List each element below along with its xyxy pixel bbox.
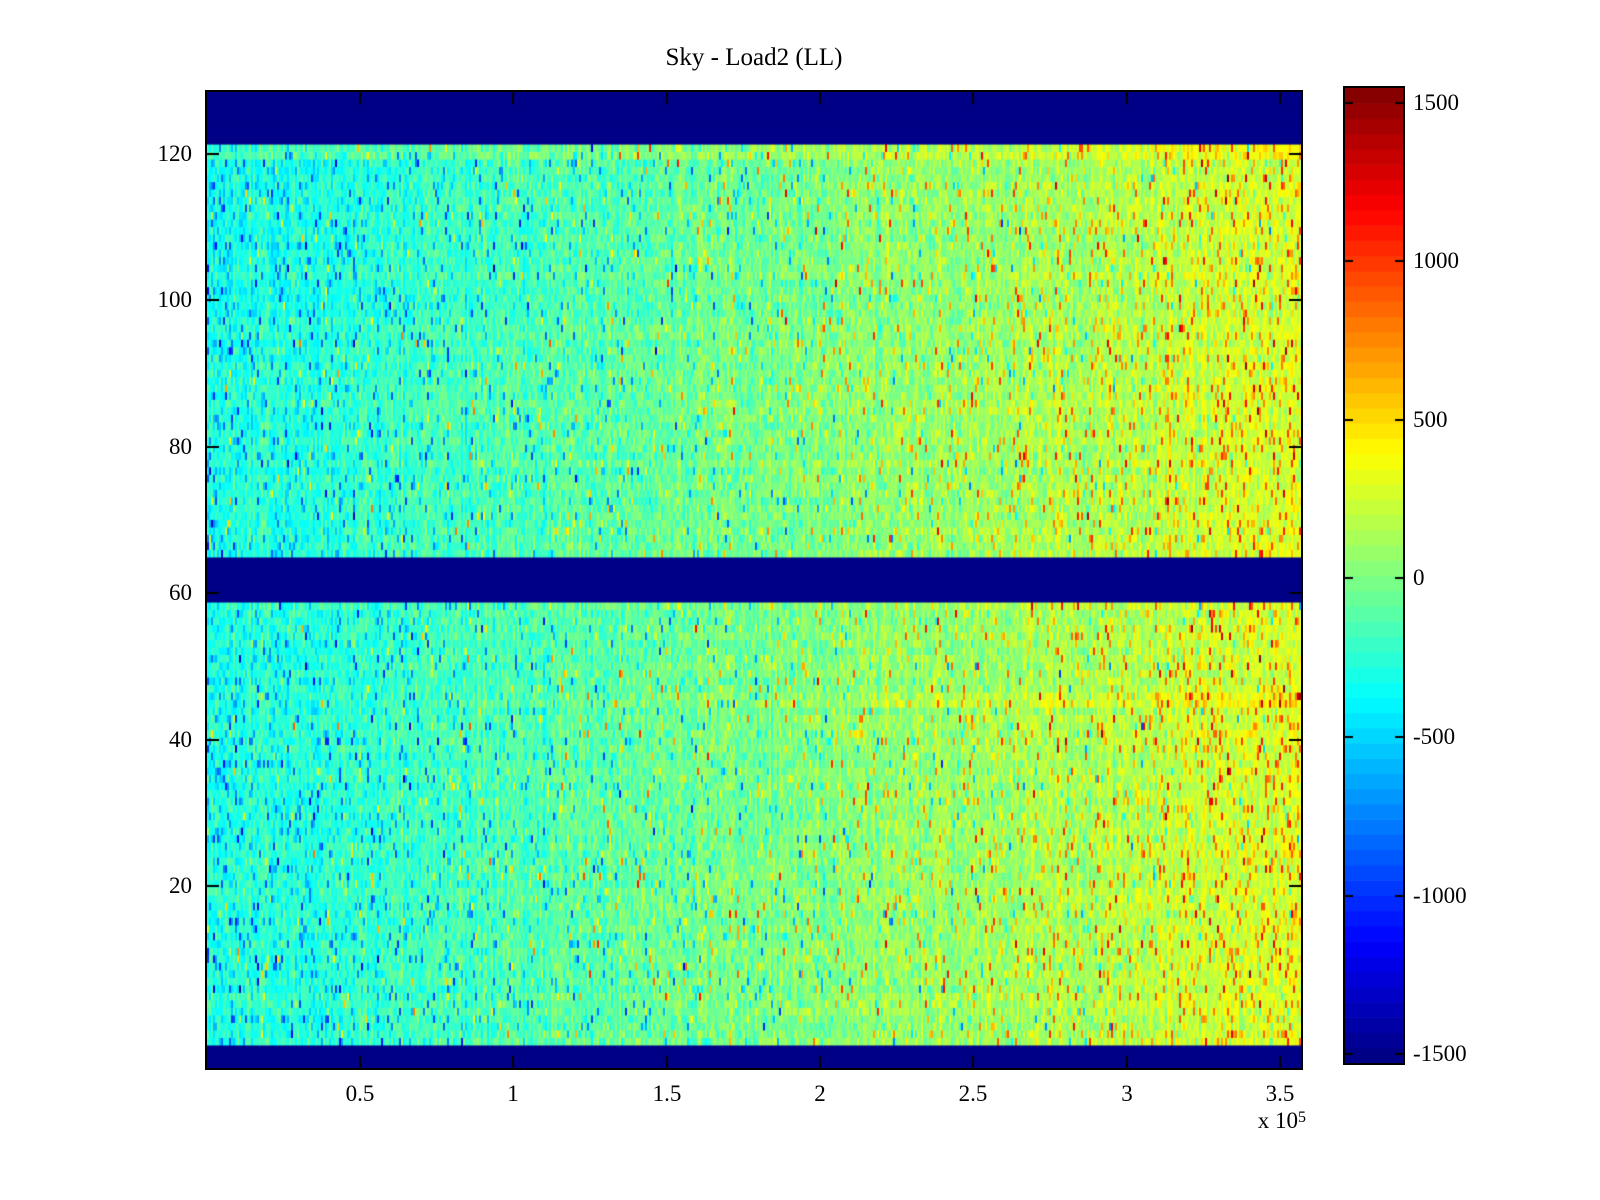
x-tick-label: 3.5: [1265, 1081, 1295, 1106]
x-tick-label: 1.5: [652, 1081, 682, 1106]
colorbar-tick-label: -500: [1413, 724, 1456, 749]
colorbar-tick-label: -1000: [1413, 883, 1467, 908]
y-tick-label: 20: [169, 873, 192, 898]
heatmap-canvas: [207, 92, 1301, 1068]
x-tick-label: 3: [1121, 1081, 1133, 1106]
y-tick-label: 80: [169, 434, 192, 459]
y-tick-label: 60: [169, 580, 192, 605]
x-tick-label: 1: [507, 1081, 519, 1106]
y-tick-label: 100: [157, 287, 193, 312]
colorbar-tick-label: -1500: [1413, 1041, 1467, 1066]
x-tick-label: 0.5: [345, 1081, 375, 1106]
y-tick-label: 40: [169, 727, 192, 752]
colorbar-tick-label: 1000: [1413, 248, 1459, 273]
chart-title: Sky - Load2 (LL): [665, 44, 843, 71]
y-tick-label: 120: [157, 141, 193, 166]
colorbar-tick-label: 500: [1413, 407, 1448, 432]
colorbar: [1343, 86, 1405, 1065]
heatmap-axes: [205, 90, 1303, 1070]
colorbar-tick-label: 1500: [1413, 90, 1459, 115]
x-tick-label: 2: [814, 1081, 826, 1106]
colorbar-canvas: [1345, 88, 1403, 1063]
x-axis-exponent-label: x 105: [1257, 1108, 1306, 1133]
x-tick-label: 2.5: [958, 1081, 988, 1106]
colorbar-tick-label: 0: [1413, 565, 1425, 590]
